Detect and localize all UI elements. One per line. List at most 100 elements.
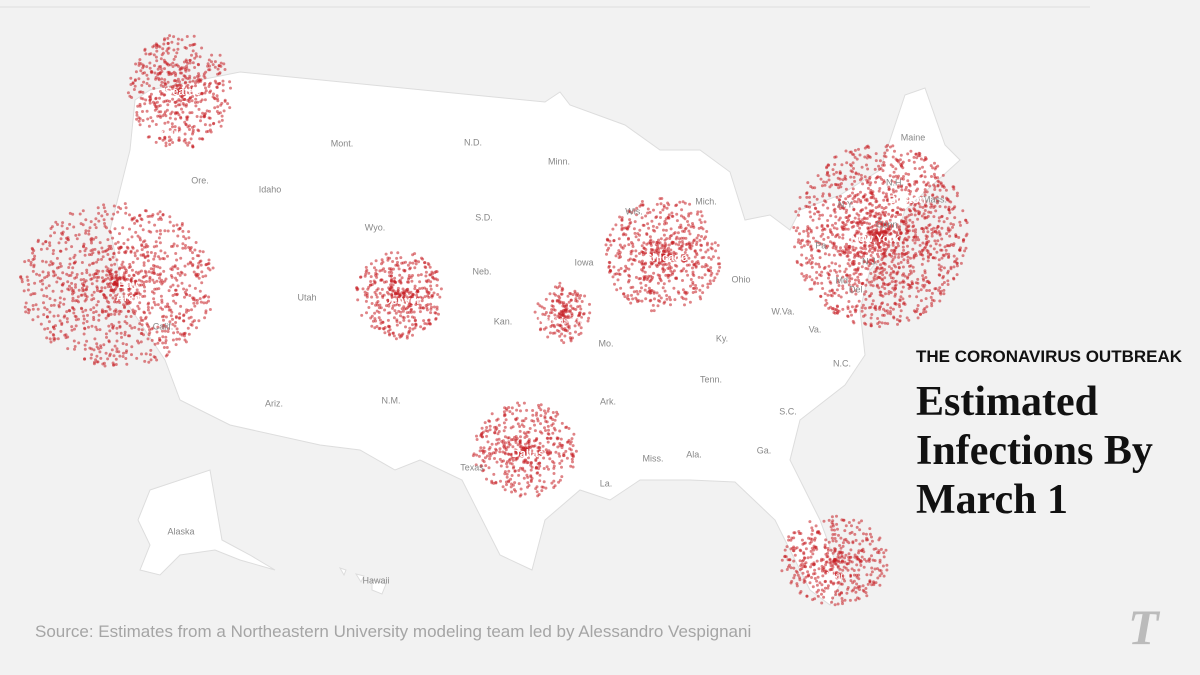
infection-dot: [635, 289, 639, 293]
infection-dot: [828, 194, 832, 198]
infection-dot: [569, 448, 573, 452]
infection-dot: [806, 181, 810, 185]
infection-dot: [189, 315, 193, 319]
infection-dot: [207, 68, 211, 72]
infection-dot: [688, 242, 691, 246]
infection-dot: [484, 464, 488, 468]
infection-dot: [391, 331, 395, 335]
infection-dot: [865, 211, 869, 215]
infection-dot: [870, 292, 873, 296]
infection-dot: [405, 289, 409, 293]
infection-dot: [715, 272, 719, 276]
infection-dot: [105, 226, 108, 230]
infection-dot: [542, 327, 546, 331]
infection-dot: [552, 442, 556, 446]
infection-dot: [182, 235, 186, 239]
infection-dot: [206, 262, 210, 266]
infection-dot: [543, 426, 546, 430]
infection-dot: [359, 275, 362, 279]
infection-dot: [686, 220, 689, 223]
infection-dot: [830, 528, 834, 532]
infection-dot: [104, 332, 108, 336]
infection-dot: [937, 216, 941, 220]
infection-dot: [911, 265, 915, 269]
infection-dot: [804, 256, 808, 260]
infection-dot: [378, 318, 382, 322]
infection-dot: [180, 271, 184, 275]
infection-dot: [607, 264, 611, 268]
infection-dot: [48, 337, 52, 341]
infection-dot: [888, 310, 892, 313]
infection-dot: [808, 287, 812, 291]
infection-dot: [865, 573, 869, 577]
infection-dot: [874, 269, 878, 273]
infection-dot: [936, 184, 940, 188]
infection-dot: [193, 76, 197, 80]
infection-dot: [652, 208, 655, 212]
infection-dot: [894, 167, 898, 171]
infection-dot: [867, 264, 871, 268]
infection-dot: [929, 295, 933, 299]
infection-dot: [435, 307, 439, 311]
infection-dot: [885, 148, 889, 152]
infection-dot: [80, 293, 84, 297]
infection-dot: [546, 409, 550, 413]
infection-dot: [490, 412, 494, 416]
infection-dot: [554, 414, 558, 418]
infection-dot: [933, 239, 937, 243]
infection-dot: [844, 216, 848, 219]
infection-dot: [73, 276, 77, 280]
infection-dot: [23, 260, 27, 264]
infection-dot: [706, 241, 709, 245]
infection-dot: [814, 262, 818, 266]
infection-dot: [161, 329, 164, 333]
infection-dot: [650, 219, 654, 223]
infection-dot: [657, 247, 661, 251]
infection-dot: [218, 81, 222, 85]
infection-dot: [949, 267, 953, 271]
infection-dot: [513, 438, 517, 442]
infection-dot: [200, 92, 204, 96]
infection-dot: [657, 238, 660, 242]
infection-dot: [822, 180, 826, 184]
infection-dot: [187, 230, 191, 234]
infection-dot: [50, 262, 54, 266]
infection-dot: [140, 248, 144, 252]
infection-dot: [185, 116, 189, 120]
infection-dot: [920, 214, 924, 218]
infection-dot: [163, 329, 167, 333]
infection-dot: [502, 410, 506, 414]
infection-dot: [843, 529, 847, 533]
infection-dot: [27, 259, 31, 262]
infection-dot: [898, 281, 902, 285]
infection-dot: [149, 52, 153, 56]
infection-dot: [914, 230, 917, 234]
infection-dot: [124, 206, 128, 210]
infection-dot: [906, 152, 910, 156]
infection-dot: [62, 297, 66, 301]
infection-dot: [541, 444, 545, 448]
infection-dot: [659, 216, 662, 219]
infection-dot: [194, 97, 198, 101]
infection-dot: [651, 275, 655, 279]
infection-dot: [41, 270, 45, 274]
infection-dot: [373, 290, 377, 294]
infection-dot: [896, 270, 900, 274]
infection-dot: [919, 299, 923, 303]
infection-dot: [519, 409, 522, 413]
infection-dot: [131, 260, 135, 264]
infection-dot: [187, 236, 191, 240]
infection-dot: [804, 565, 808, 569]
infection-dot: [660, 197, 664, 200]
infection-dot: [857, 213, 861, 217]
infection-dot: [702, 255, 706, 259]
infection-dot: [48, 310, 52, 314]
infection-dot: [906, 200, 910, 204]
infection-dot: [114, 294, 118, 298]
infection-dot: [513, 469, 517, 473]
infection-dot: [699, 210, 703, 214]
infection-dot: [70, 271, 74, 275]
infection-dot: [117, 205, 121, 209]
infection-dot: [835, 195, 839, 199]
infection-dot: [175, 327, 179, 331]
